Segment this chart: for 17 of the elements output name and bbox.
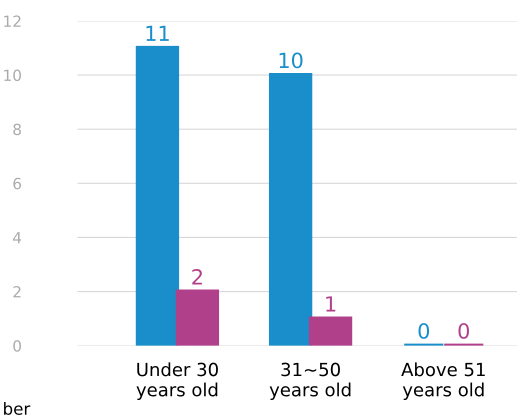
- text: ber: [4, 402, 30, 415]
- data-label: 11: [146, 26, 169, 41]
- y-tick-label: 2: [13, 286, 20, 298]
- y-tick-label: 8: [13, 124, 21, 136]
- y-tick-label: 10: [4, 70, 21, 82]
- data-label: 1: [326, 296, 336, 312]
- x-tick-label: 31~50 years old: [270, 362, 350, 400]
- data-label: 0: [458, 323, 469, 339]
- y-tick-label: 12: [4, 15, 20, 27]
- data-label: 2: [192, 268, 202, 284]
- data-label: 0: [418, 323, 430, 339]
- y-tick-label: 6: [13, 178, 22, 190]
- x-tick-label: Above 51 years old: [401, 362, 485, 400]
- y-tick-label: 4: [13, 232, 22, 244]
- y-tick-label: 0: [13, 340, 21, 352]
- x-tick-label: Under 30 years old: [136, 362, 218, 400]
- data-label: 10: [280, 52, 302, 68]
